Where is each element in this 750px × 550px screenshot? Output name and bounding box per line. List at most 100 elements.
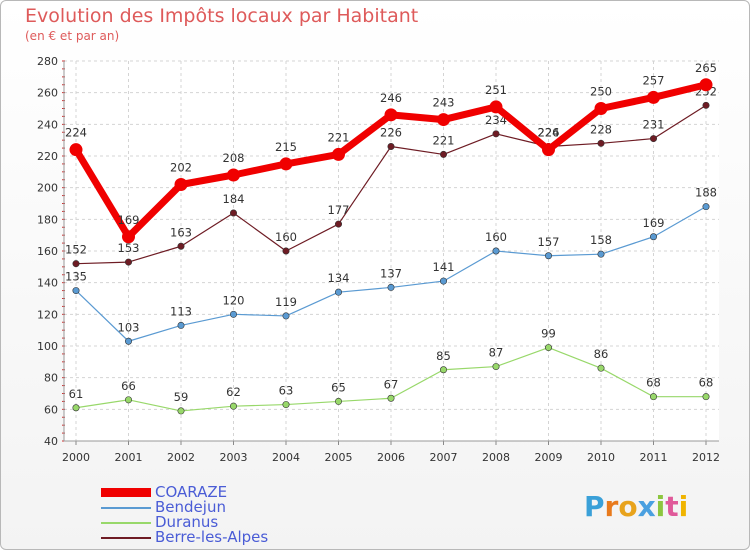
legend-swatch-coaraze bbox=[101, 488, 151, 497]
data-label-bendejun: 135 bbox=[65, 270, 87, 284]
data-point-duranus bbox=[230, 402, 238, 410]
data-point-bendejun bbox=[282, 312, 290, 320]
data-label-coaraze: 246 bbox=[380, 91, 402, 105]
y-tick-label: 120 bbox=[37, 308, 58, 321]
data-label-bendejun: 137 bbox=[380, 266, 402, 280]
x-tick-label: 2002 bbox=[167, 451, 195, 464]
data-label-berre-les-alpes: 226 bbox=[538, 126, 560, 140]
legend-item-duranus: Duranus bbox=[101, 515, 268, 530]
data-label-coaraze: 250 bbox=[590, 85, 612, 99]
x-tick-label: 2011 bbox=[640, 451, 668, 464]
data-label-coaraze: 215 bbox=[275, 140, 297, 154]
data-label-berre-les-alpes: 163 bbox=[170, 225, 192, 239]
data-label-berre-les-alpes: 153 bbox=[118, 241, 140, 255]
legend-item-bendejun: Bendejun bbox=[101, 500, 268, 515]
data-point-berre-les-alpes bbox=[72, 260, 80, 268]
data-point-duranus bbox=[702, 393, 710, 401]
data-label-coaraze: 251 bbox=[485, 83, 507, 97]
data-point-coaraze bbox=[699, 78, 713, 92]
data-label-bendejun: 141 bbox=[433, 260, 455, 274]
legend-swatch-bendejun bbox=[101, 506, 151, 509]
legend-label-duranus: Duranus bbox=[155, 513, 219, 531]
x-tick-label: 2012 bbox=[692, 451, 720, 464]
data-point-coaraze bbox=[542, 143, 555, 157]
data-point-coaraze bbox=[647, 90, 660, 104]
data-label-coaraze: 224 bbox=[538, 126, 560, 140]
data-point-berre-les-alpes bbox=[125, 258, 133, 266]
logo-letter: i bbox=[678, 490, 689, 523]
data-point-duranus bbox=[334, 397, 342, 405]
data-label-duranus: 59 bbox=[174, 390, 189, 404]
data-label-berre-les-alpes: 226 bbox=[380, 126, 402, 140]
x-tick-label: 2004 bbox=[272, 451, 300, 464]
x-tick-label: 2008 bbox=[482, 451, 510, 464]
data-point-duranus bbox=[544, 344, 552, 352]
data-label-berre-les-alpes: 184 bbox=[223, 192, 245, 206]
chart-subtitle: (en € et par an) bbox=[25, 29, 120, 43]
data-label-duranus: 62 bbox=[226, 385, 241, 399]
data-label-berre-les-alpes: 231 bbox=[643, 118, 665, 132]
legend-swatch-berre-les-alpes bbox=[101, 536, 151, 539]
data-point-bendejun bbox=[544, 252, 552, 260]
data-label-duranus: 68 bbox=[646, 376, 661, 390]
logo-letter: r bbox=[604, 490, 619, 523]
data-point-coaraze bbox=[489, 100, 503, 114]
logo-letter: x bbox=[637, 490, 656, 523]
x-tick-label: 2010 bbox=[587, 451, 615, 464]
data-point-coaraze bbox=[332, 147, 345, 161]
data-label-coaraze: 208 bbox=[223, 151, 245, 165]
legend-item-coaraze: COARAZE bbox=[101, 485, 268, 500]
data-label-bendejun: 119 bbox=[275, 295, 297, 309]
data-point-coaraze bbox=[174, 178, 188, 191]
x-tick-label: 2005 bbox=[325, 451, 353, 464]
data-label-coaraze: 243 bbox=[433, 96, 455, 110]
data-label-bendejun: 120 bbox=[223, 293, 245, 307]
data-point-bendejun bbox=[334, 288, 342, 296]
data-point-berre-les-alpes bbox=[177, 242, 185, 250]
data-label-berre-les-alpes: 160 bbox=[275, 230, 297, 244]
data-point-berre-les-alpes bbox=[387, 143, 395, 151]
logo-letter: i bbox=[655, 490, 666, 523]
data-point-berre-les-alpes bbox=[439, 150, 447, 158]
data-label-bendejun: 188 bbox=[695, 186, 717, 200]
chart-legend: COARAZE Bendejun Duranus Berre-les-Alpes bbox=[101, 485, 268, 545]
data-label-berre-les-alpes: 234 bbox=[485, 113, 507, 127]
data-label-duranus: 66 bbox=[121, 379, 136, 393]
data-point-bendejun bbox=[387, 283, 395, 291]
legend-label-bendejun: Bendejun bbox=[155, 498, 226, 516]
data-label-bendejun: 158 bbox=[590, 233, 612, 247]
data-label-coaraze: 202 bbox=[170, 161, 192, 175]
y-tick-label: 160 bbox=[37, 245, 58, 258]
data-label-duranus: 99 bbox=[541, 327, 556, 341]
data-point-berre-les-alpes bbox=[230, 209, 238, 217]
legend-swatch-duranus bbox=[101, 521, 151, 524]
data-label-duranus: 65 bbox=[331, 380, 346, 394]
data-point-duranus bbox=[439, 366, 447, 374]
data-point-bendejun bbox=[125, 337, 133, 345]
x-tick-label: 2006 bbox=[377, 451, 405, 464]
data-label-duranus: 68 bbox=[699, 376, 714, 390]
data-point-duranus bbox=[72, 404, 80, 412]
logo-letter: P bbox=[584, 490, 605, 523]
legend-label-berre-les-alpes: Berre-les-Alpes bbox=[155, 528, 269, 546]
logo-letter: o bbox=[618, 490, 638, 523]
data-label-berre-les-alpes: 177 bbox=[328, 203, 350, 217]
data-point-bendejun bbox=[177, 321, 185, 329]
data-label-coaraze: 221 bbox=[328, 130, 350, 144]
data-label-berre-les-alpes: 152 bbox=[65, 243, 87, 257]
data-point-coaraze bbox=[69, 143, 83, 157]
data-label-bendejun: 113 bbox=[170, 304, 192, 318]
data-point-coaraze bbox=[594, 102, 608, 115]
data-point-coaraze bbox=[437, 113, 450, 127]
logo-letter: t bbox=[665, 490, 679, 523]
data-label-duranus: 61 bbox=[69, 387, 84, 401]
data-point-duranus bbox=[282, 401, 290, 409]
data-label-bendejun: 169 bbox=[643, 216, 665, 230]
data-point-coaraze bbox=[122, 230, 135, 244]
data-label-coaraze: 169 bbox=[118, 213, 140, 227]
data-point-coaraze bbox=[384, 108, 398, 122]
legend-label-coaraze: COARAZE bbox=[155, 483, 228, 501]
data-label-duranus: 87 bbox=[489, 346, 504, 360]
data-point-berre-les-alpes bbox=[702, 101, 710, 109]
